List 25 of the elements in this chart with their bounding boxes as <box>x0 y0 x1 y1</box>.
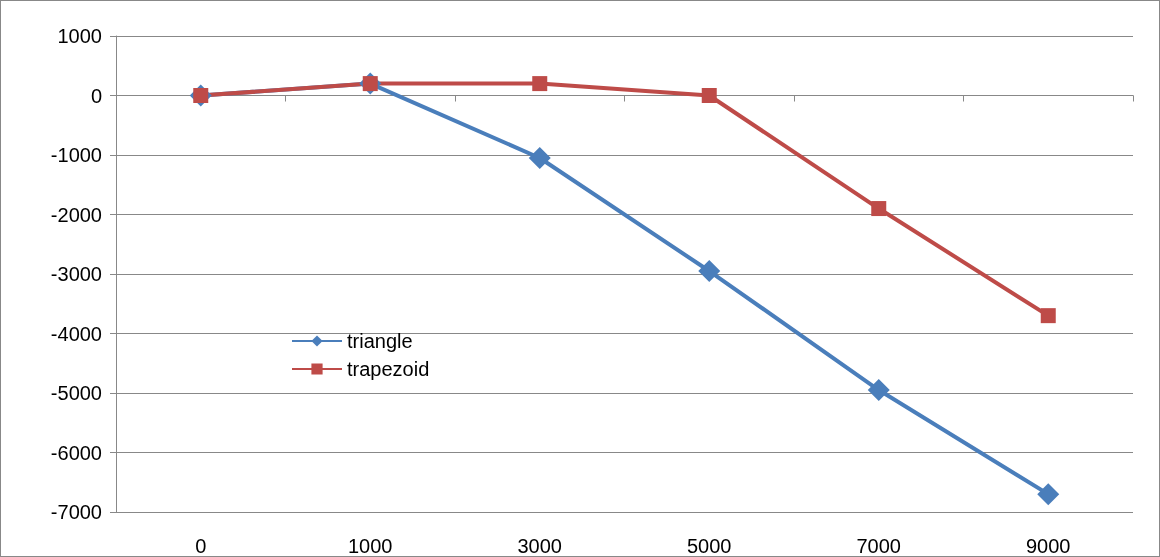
point <box>701 88 717 103</box>
legend-label: triangle <box>347 330 413 352</box>
y-tick-label: -3000 <box>50 263 102 285</box>
x-tick-label: 7000 <box>856 535 901 557</box>
y-tick-label: 0 <box>90 84 102 107</box>
y-tick-label: -2000 <box>50 203 102 226</box>
x-tick-label: 3000 <box>517 535 562 557</box>
legend-label: trapezoid <box>347 358 430 380</box>
y-tick-label: -7000 <box>50 501 102 523</box>
x-tick-label: 0 <box>195 535 207 557</box>
point <box>1037 483 1060 506</box>
point <box>867 379 890 402</box>
y-tick-label: 1000 <box>57 25 102 47</box>
point <box>698 260 721 283</box>
x-tick-label: 5000 <box>687 535 732 557</box>
point <box>532 76 548 92</box>
point <box>528 146 551 169</box>
x-tick-label: 1000 <box>348 535 393 557</box>
y-tick-label: -1000 <box>50 144 102 166</box>
y-tick-label: -5000 <box>50 382 102 404</box>
x-tick-label: 9000 <box>1026 535 1071 557</box>
point <box>1040 308 1056 324</box>
point <box>871 201 887 217</box>
y-tick-label: -4000 <box>50 322 102 345</box>
y-tick-label: -6000 <box>50 441 102 464</box>
